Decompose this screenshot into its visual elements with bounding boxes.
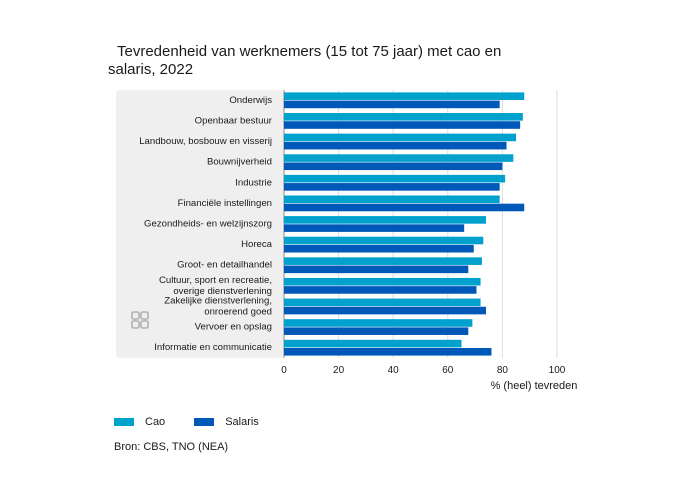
chart-title: Tevredenheid van werknemers (15 tot 75 j… (108, 43, 528, 79)
legend-label-salaris: Salaris (225, 416, 259, 428)
bar-cao (284, 154, 514, 162)
category-label: Vervoer en opslag (195, 322, 272, 333)
bar-salaris (284, 183, 500, 191)
x-tick-label: 60 (442, 365, 454, 376)
chart-title-line-1: Tevredenheid van werknemers (15 tot 75 j… (117, 43, 502, 60)
bar-salaris (284, 265, 469, 274)
bar-salaris (284, 327, 469, 335)
category-label: Landbouw, bosbouw en visserij (139, 136, 272, 147)
bar-salaris (284, 100, 500, 109)
category-label: Horeca (241, 239, 273, 250)
bar-cao (284, 257, 482, 265)
bar-salaris (284, 162, 503, 171)
x-axis-label: % (heel) tevreden (491, 380, 578, 392)
category-label: Financiële instellingen (178, 198, 272, 209)
category-label: onroerend goed (204, 306, 272, 317)
bar-salaris (284, 121, 521, 129)
category-label: overige dienstverlening (173, 286, 272, 297)
legend-swatch-salaris (194, 418, 215, 426)
bar-cao (284, 92, 525, 101)
x-tick-label: 40 (388, 365, 400, 376)
gridlines (283, 90, 558, 358)
legend: Cao Salaris (114, 416, 288, 428)
bar-cao (284, 236, 484, 245)
bar-cao (284, 216, 487, 224)
legend-label-cao: Cao (145, 416, 166, 428)
bar-cao (284, 174, 506, 183)
category-label: Groot- en detailhandel (177, 260, 272, 271)
x-tick-label: 0 (281, 365, 287, 376)
bar-cao (284, 339, 462, 348)
source-note: Bron: CBS, TNO (NEA) (114, 441, 229, 453)
bar-cao (284, 319, 473, 327)
legend-swatch-cao (114, 418, 134, 426)
bar-salaris (284, 244, 474, 253)
legend-item-cao: Cao (114, 416, 165, 428)
category-label: Zakelijke dienstverlening, (164, 295, 272, 306)
bar-salaris (284, 286, 477, 294)
x-tick-label: 80 (497, 365, 509, 376)
category-label: Bouwnijverheid (207, 157, 272, 168)
bar-cao (284, 195, 500, 204)
bar-salaris (284, 306, 487, 315)
bar-cao (284, 298, 481, 307)
bar-cao (284, 113, 523, 121)
bars (284, 92, 525, 356)
bar-salaris (284, 141, 507, 150)
category-label: Openbaar bestuur (195, 115, 273, 126)
bar-salaris (284, 224, 465, 232)
category-label: Informatie en communicatie (154, 342, 272, 353)
bar-salaris (284, 203, 525, 212)
category-panel (116, 90, 284, 358)
category-label: Industrie (235, 177, 272, 188)
chart-title-line-2: salaris, 2022 (108, 61, 194, 78)
bar-cao (284, 133, 517, 142)
x-tick-label: 20 (333, 365, 345, 376)
bar-salaris (284, 347, 492, 356)
bar-cao (284, 277, 481, 286)
x-tick-label: 100 (549, 365, 566, 376)
category-label: Cultuur, sport en recreatie, (159, 275, 272, 286)
legend-item-salaris: Salaris (194, 416, 259, 428)
category-label: Onderwijs (229, 95, 272, 106)
cbs-logo-icon (131, 311, 149, 329)
category-label: Gezondheids- en welzijnszorg (144, 219, 272, 230)
category-labels: Onderwijs Openbaar bestuur Landbouw, bosbo… (139, 95, 273, 353)
x-tick-labels: 0 20 40 60 80 100 (281, 365, 566, 376)
